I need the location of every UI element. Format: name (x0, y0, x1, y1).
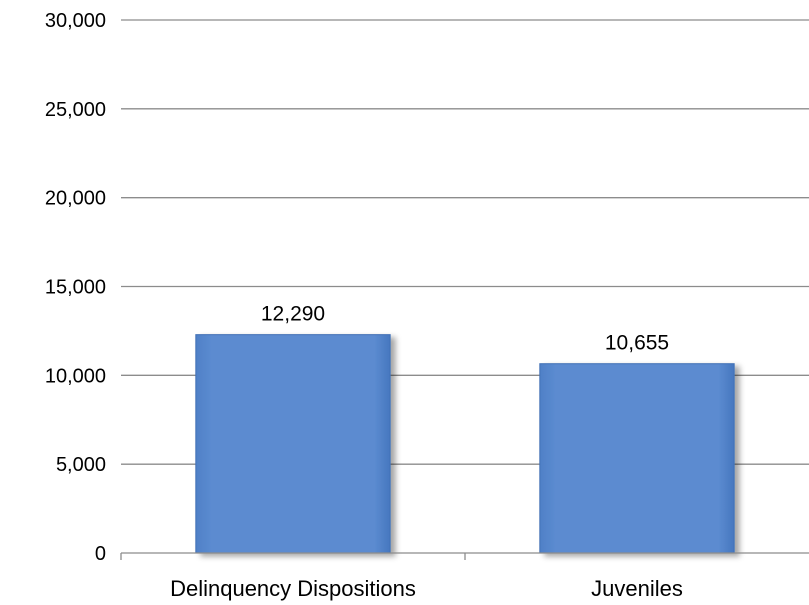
bars (195, 334, 735, 554)
data-label: 12,290 (261, 303, 325, 326)
bar (539, 363, 735, 554)
x-axis (120, 552, 809, 560)
y-tick-label: 25,000 (45, 99, 106, 121)
y-tick-label: 0 (95, 543, 106, 565)
data-labels: 12,290 10,655 (261, 303, 669, 355)
data-label: 10,655 (605, 332, 669, 355)
y-tick-label: 30,000 (45, 10, 106, 32)
bar (195, 334, 391, 554)
y-axis-tick-labels: 0 5,000 10,000 15,000 20,000 25,000 30,000 (45, 10, 106, 565)
y-tick-label: 15,000 (45, 277, 106, 299)
y-tick-label: 5,000 (56, 454, 106, 476)
category-label: Delinquency Dispositions (170, 576, 416, 601)
y-tick-label: 10,000 (45, 365, 106, 387)
y-tick-label: 20,000 (45, 188, 106, 210)
category-label: Juveniles (591, 576, 683, 601)
x-axis-category-labels: Delinquency Dispositions Juveniles (170, 576, 683, 601)
